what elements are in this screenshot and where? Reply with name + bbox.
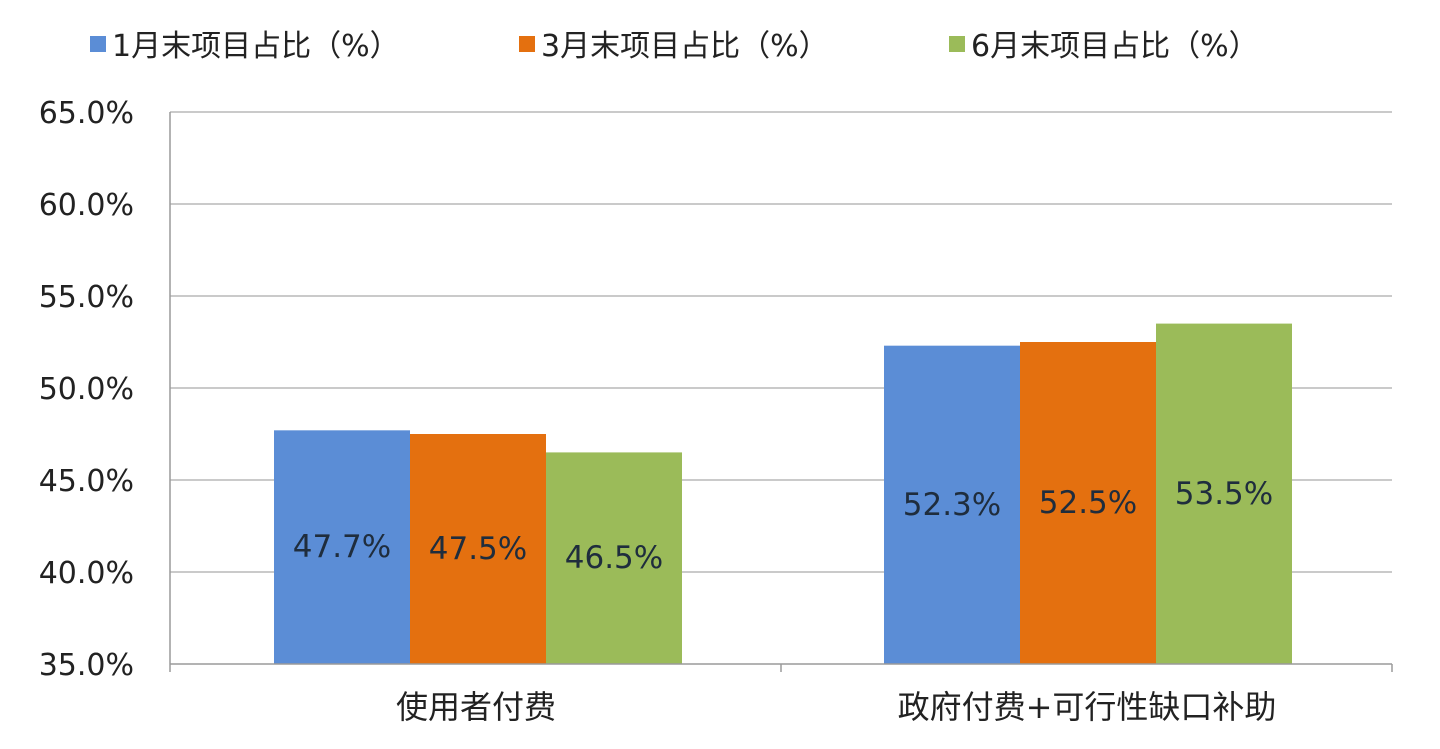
y-tick-label: 45.0% (39, 464, 134, 499)
category-label: 使用者付费 (396, 688, 556, 726)
data-label: 47.5% (429, 531, 527, 567)
y-tick-label: 60.0% (39, 188, 134, 223)
axes (169, 112, 1393, 672)
y-tick-label: 50.0% (39, 372, 134, 407)
y-tick-label: 65.0% (39, 96, 134, 131)
legend-label: 3月末项目占比（%） (541, 29, 829, 64)
y-axis-ticks: 35.0% 40.0% 45.0% 50.0% 55.0% 60.0% 65.0% (39, 96, 134, 683)
data-label: 52.5% (1039, 485, 1137, 521)
x-axis-categories: 使用者付费 政府付费+可行性缺口补助 (396, 688, 1276, 726)
bar (410, 434, 546, 664)
legend-label: 1月末项目占比（%） (112, 29, 400, 64)
bars (274, 323, 1292, 664)
bar (546, 452, 682, 664)
legend-label: 6月末项目占比（%） (971, 29, 1259, 64)
y-tick-label: 55.0% (39, 280, 134, 315)
legend-swatch (90, 36, 106, 52)
data-label: 53.5% (1175, 476, 1273, 512)
y-tick-label: 35.0% (39, 648, 134, 683)
data-label: 46.5% (565, 540, 663, 576)
category-label: 政府付费+可行性缺口补助 (898, 688, 1277, 726)
bar (1156, 323, 1292, 664)
data-labels: 47.7% 47.5% 46.5% 52.3% 52.5% 53.5% (293, 476, 1273, 576)
chart-legend: 1月末项目占比（%） 3月末项目占比（%） 6月末项目占比（%） (90, 29, 1259, 64)
legend-swatch (519, 36, 535, 52)
y-tick-label: 40.0% (39, 556, 134, 591)
bar (884, 345, 1020, 664)
bar (1020, 342, 1156, 664)
data-label: 47.7% (293, 529, 391, 565)
data-label: 52.3% (903, 487, 1001, 523)
legend-swatch (949, 36, 965, 52)
bar (274, 430, 410, 664)
